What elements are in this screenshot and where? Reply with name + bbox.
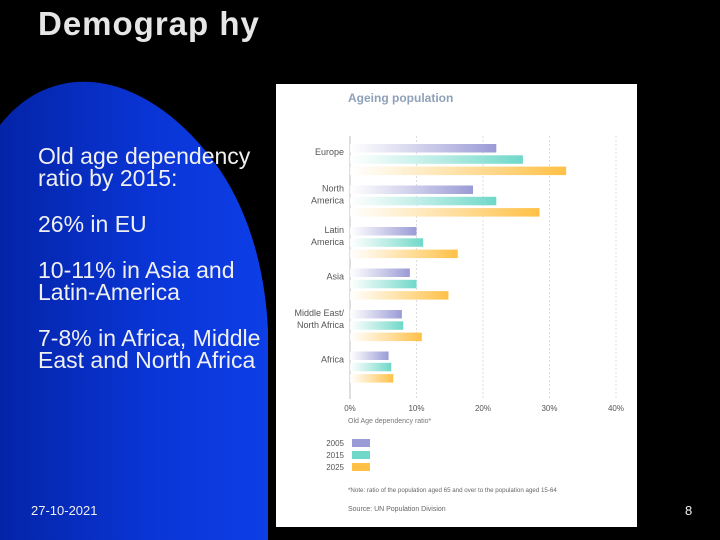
x-axis-label: Old Age dependency ratio*: [348, 418, 432, 425]
category-label: Middle East/: [294, 308, 344, 318]
bar-2005: [350, 351, 389, 360]
bar-2005: [350, 310, 402, 319]
chart-note: *Note: ratio of the population aged 65 a…: [348, 487, 557, 494]
bullet-item: 26% in EU: [38, 211, 147, 237]
blue-arc-panel: [0, 81, 268, 540]
category-label: Latin: [324, 225, 344, 235]
bullet-item: 10-11% in Asia and Latin-America: [38, 257, 235, 305]
chart-source: Source: UN Population Division: [348, 506, 446, 513]
legend-swatch-2005: [352, 439, 370, 447]
x-tick-label: 30%: [541, 404, 557, 413]
bar-2015: [350, 196, 497, 206]
x-tick-label: 20%: [475, 404, 491, 413]
x-tick-label: 10%: [408, 404, 424, 413]
category-label: Asia: [326, 272, 344, 282]
ageing-population-chart-figure: Ageing population 0% 10% 20% 30% 40% Old Age d…: [276, 84, 637, 527]
legend-label: 2025: [326, 463, 344, 472]
bar-2015: [350, 238, 424, 247]
category-label: Europe: [315, 147, 344, 157]
bar-2005: [350, 144, 497, 153]
category-label: North Africa: [297, 320, 344, 330]
bar-2015: [350, 279, 417, 289]
legend-swatch-2015: [352, 451, 370, 459]
slide-title: Demograp hy: [38, 5, 260, 42]
bar-2015: [350, 155, 523, 164]
x-tick-label: 0%: [344, 404, 356, 413]
legend-label: 2005: [326, 439, 344, 448]
bar-2005: [350, 185, 474, 194]
legend-swatch-2025: [352, 463, 370, 471]
bullet-item: Old age dependency ratio by 2015:: [38, 143, 251, 191]
footer-date: 27-10-2021: [31, 503, 98, 518]
category-label: North: [322, 184, 344, 194]
ageing-population-chart: Ageing population 0% 10% 20% 30% 40% Old Age d…: [294, 91, 624, 513]
bar-2015: [350, 362, 392, 372]
bar-2025: [350, 166, 567, 176]
bar-2005: [350, 268, 410, 277]
bullet-list: Old age dependency ratio by 2015: 26% in…: [38, 145, 273, 395]
page-number: 8: [685, 503, 693, 518]
chart-title: Ageing population: [348, 91, 453, 105]
category-label: America: [311, 237, 344, 247]
bar-2005: [350, 227, 417, 236]
bar-2025: [350, 374, 394, 383]
bar-2025: [350, 208, 540, 217]
bar-2025: [350, 291, 449, 300]
bar-2015: [350, 321, 404, 330]
bar-2025: [350, 332, 422, 342]
legend-label: 2015: [326, 451, 344, 460]
category-label: America: [311, 196, 344, 206]
bullet-item: 7-8% in Africa, Middle East and North Af…: [38, 325, 261, 373]
x-tick-label: 40%: [608, 404, 624, 413]
bar-2025: [350, 249, 458, 259]
category-label: Africa: [321, 355, 344, 365]
